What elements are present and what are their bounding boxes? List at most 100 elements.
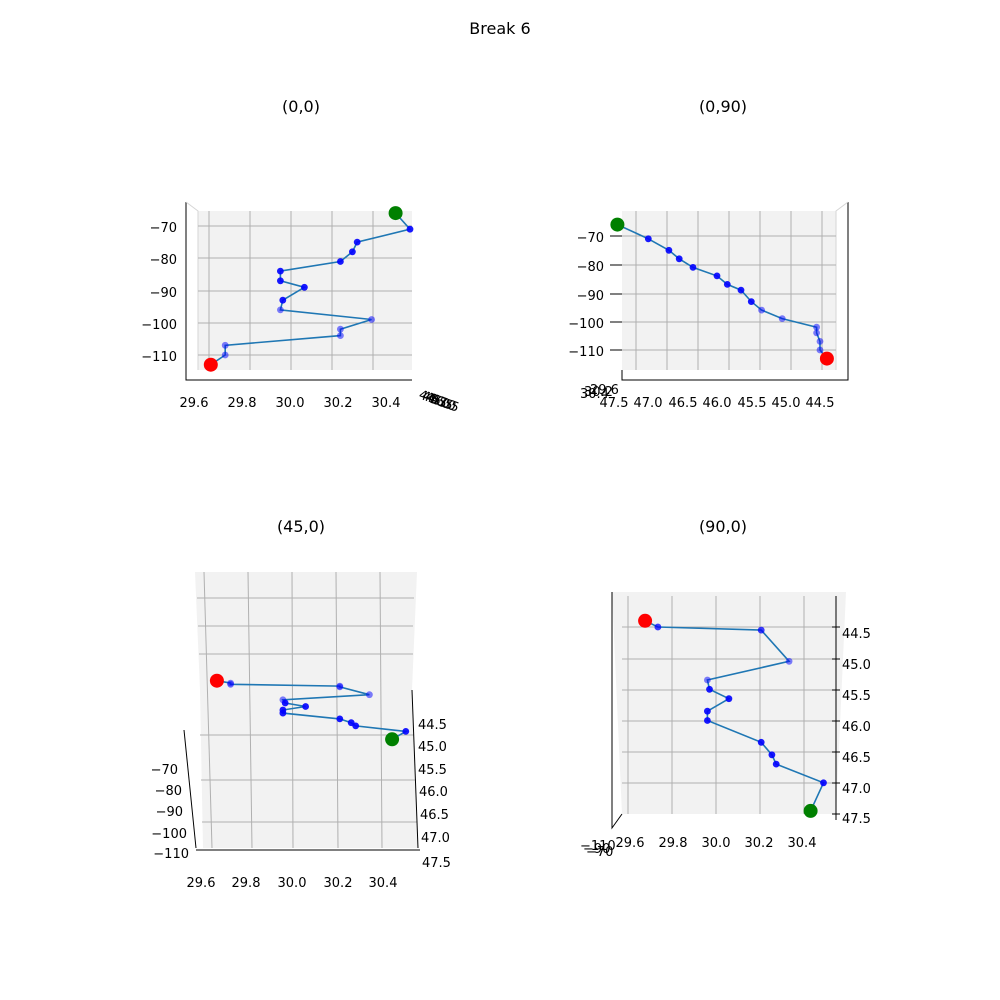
z-tick-label: −100 xyxy=(151,827,187,842)
y-tick-label: 45.5 xyxy=(842,689,871,704)
y-tick-label: 47.5 xyxy=(422,856,451,871)
trajectory-point xyxy=(277,306,284,314)
trajectory-point xyxy=(337,258,344,265)
back-pane xyxy=(612,592,846,814)
subplot-elev90-azim0: (90,0) 44.5 45.0 xyxy=(580,517,871,860)
end-marker xyxy=(203,357,218,372)
x-tick-label: 29.6 xyxy=(180,396,209,411)
trajectory-point xyxy=(221,351,229,359)
y-tick-label: 47.0 xyxy=(421,831,450,846)
z-tick-label: −110 xyxy=(153,847,189,862)
x-tick-label: 30.0 xyxy=(702,836,731,851)
trajectory-point xyxy=(723,281,731,288)
trajectory-point xyxy=(758,306,765,314)
y-ticks: 44.5 45.0 45.5 46.0 46.5 47.0 47.5 xyxy=(842,627,871,827)
z-tick-label: −90 xyxy=(150,286,177,301)
trajectory-point xyxy=(768,751,776,759)
trajectory-point xyxy=(713,272,721,280)
trajectory-point xyxy=(337,325,344,333)
z-tick-label: −70 xyxy=(577,231,604,246)
svg-text:29.6: 29.6 xyxy=(590,383,619,398)
trajectory-point xyxy=(747,298,755,305)
z-tick-label: −70 xyxy=(150,221,177,236)
trajectory-point xyxy=(644,235,652,243)
trajectory-point xyxy=(349,248,356,256)
end-marker xyxy=(209,673,224,688)
trajectory-point xyxy=(336,715,344,723)
right-pane-edge xyxy=(835,201,849,370)
svg-text:−70: −70 xyxy=(586,845,613,860)
trajectory-point xyxy=(353,238,361,246)
subplot-elev0-azim90: (0,90) 47.5 47.0 46.5 46.0 45.5 45.0 44.… xyxy=(568,97,849,411)
z-ticks: −70 −80 −90 −100 −110 xyxy=(568,231,604,360)
trajectory-point xyxy=(689,264,697,271)
x-ticks-overlapping: 29.6 30.4 30.2 xyxy=(580,383,619,402)
y-tick-label: 45.0 xyxy=(842,658,871,673)
trajectory-point xyxy=(757,738,765,746)
trajectory-point xyxy=(336,682,344,690)
z-tick-label: −90 xyxy=(577,289,604,304)
y-tick-label: 47.0 xyxy=(634,396,663,411)
trajectory-group xyxy=(638,613,827,818)
trajectory-point xyxy=(221,341,229,349)
subplot-title: (0,90) xyxy=(699,97,747,116)
trajectory-point xyxy=(820,779,827,787)
end-marker xyxy=(819,351,834,366)
x-ticks: 29.6 29.8 30.0 30.2 30.4 xyxy=(187,876,398,891)
x-tick-label: 30.2 xyxy=(324,396,353,411)
svg-text:−110: −110 xyxy=(580,839,616,854)
trajectory-point xyxy=(757,626,765,634)
subplot-title: (90,0) xyxy=(699,517,747,536)
trajectory-point xyxy=(737,286,745,294)
start-marker xyxy=(803,803,818,818)
z-tick-label: −110 xyxy=(141,350,177,365)
x-tick-label: 29.8 xyxy=(232,876,261,891)
x-tick-label: 30.0 xyxy=(278,876,307,891)
trajectory-group xyxy=(203,206,414,372)
trajectory-point xyxy=(816,346,824,354)
y-tick-label: 46.0 xyxy=(419,785,448,800)
trajectory-point xyxy=(772,760,780,768)
trajectory-point xyxy=(813,323,820,331)
trajectory-point xyxy=(337,332,344,339)
z-ticks: −70 −80 −90 −100 −110 xyxy=(151,763,189,862)
trajectory-line xyxy=(210,212,412,366)
subplot-elev0-azim0: (0,0) 29.6 29.8 30.0 30.2 30.4 −70 −80 −… xyxy=(141,97,461,416)
trajectory-point xyxy=(368,316,375,323)
trajectory-point xyxy=(301,283,308,291)
x-tick-label: 30.2 xyxy=(324,876,353,891)
z-axis-line xyxy=(183,729,197,849)
start-marker xyxy=(388,206,403,221)
x-ticks: 29.6 29.8 30.0 30.2 30.4 xyxy=(180,396,401,411)
trajectory-group xyxy=(209,673,410,747)
trajectory-point xyxy=(406,225,414,233)
z-tick-label: −80 xyxy=(155,784,182,799)
y-tick-label: 44.5 xyxy=(418,718,447,733)
y-tick-label: 46.5 xyxy=(669,396,698,411)
trajectory-point xyxy=(706,685,713,693)
svg-text:30.2: 30.2 xyxy=(584,385,613,400)
trajectory-point xyxy=(277,277,284,285)
svg-text:47.5: 47.5 xyxy=(429,392,461,416)
z-tick-label: −100 xyxy=(141,318,177,333)
trajectory-point xyxy=(279,706,287,714)
trajectory-point xyxy=(785,657,793,665)
start-marker xyxy=(385,732,400,747)
left-pane-edge xyxy=(185,201,199,370)
svg-text:30.4: 30.4 xyxy=(580,387,609,402)
z-ticks-overlapping: −110 −90 −70 xyxy=(580,839,616,860)
figure-suptitle: Break 6 xyxy=(469,19,530,38)
x-tick-label: 29.6 xyxy=(187,876,216,891)
y-tick-label: 47.5 xyxy=(842,812,871,827)
trajectory-point xyxy=(227,679,235,687)
trajectory-point xyxy=(402,728,410,735)
y-ticks: 47.5 47.0 46.5 46.0 45.5 45.0 44.5 xyxy=(600,396,835,411)
y-tick-label: 46.0 xyxy=(703,396,732,411)
trajectory-point xyxy=(704,717,711,724)
y-tick-label: 46.5 xyxy=(420,808,449,823)
trajectory-point xyxy=(778,315,786,322)
x-tick-label: 30.4 xyxy=(372,396,401,411)
trajectory-group xyxy=(610,217,834,366)
y-tick-label: 46.5 xyxy=(842,751,871,766)
